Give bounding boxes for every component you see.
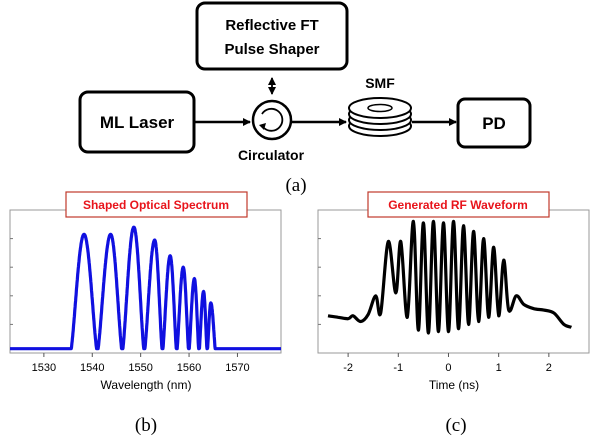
- x-tick-label: 1560: [177, 362, 201, 374]
- block-diagram: Reflective FT Pulse Shaper ML Laser PD C…: [80, 3, 530, 196]
- plot-c-xlabel: Time (ns): [429, 378, 479, 392]
- smf-label: SMF: [365, 75, 395, 91]
- circulator-label: Circulator: [238, 147, 305, 163]
- plot-c-x-ticks: -2 -1 0 1 2: [343, 353, 552, 374]
- pulse-shaper-label-line1: Reflective FT: [225, 17, 318, 34]
- pulse-shaper-block: [197, 3, 347, 69]
- rf-waveform-chart: -2 -1 0 1 2 Generated RF Waveform Time (ns) …: [318, 192, 589, 436]
- plot-b-title: Shaped Optical Spectrum: [83, 198, 229, 212]
- x-tick-label: 2: [546, 362, 552, 374]
- caption-a: (a): [285, 175, 306, 196]
- caption-c: (c): [445, 415, 466, 436]
- photodetector-label: PD: [482, 114, 506, 133]
- optical-spectrum-chart: 1530 1540 1550 1560 1570 Shaped Optical Spec…: [10, 192, 281, 436]
- caption-b: (b): [135, 415, 157, 436]
- x-tick-label: 1550: [128, 362, 152, 374]
- x-tick-label: 1: [496, 362, 502, 374]
- plot-b-x-ticks: 1530 1540 1550 1560 1570: [32, 353, 250, 374]
- x-tick-label: -2: [343, 362, 353, 374]
- x-tick-label: 1540: [80, 362, 104, 374]
- x-tick-label: 0: [445, 362, 451, 374]
- x-tick-label: 1570: [225, 362, 249, 374]
- x-tick-label: -1: [393, 362, 403, 374]
- x-tick-label: 1530: [32, 362, 56, 374]
- pulse-shaper-label-line2: Pulse Shaper: [224, 41, 319, 58]
- plot-b-xlabel: Wavelength (nm): [101, 378, 192, 392]
- ml-laser-label: ML Laser: [100, 113, 175, 132]
- circulator-icon: [253, 101, 291, 139]
- plot-c-title: Generated RF Waveform: [388, 198, 528, 212]
- fiber-spool-icon: [349, 98, 411, 136]
